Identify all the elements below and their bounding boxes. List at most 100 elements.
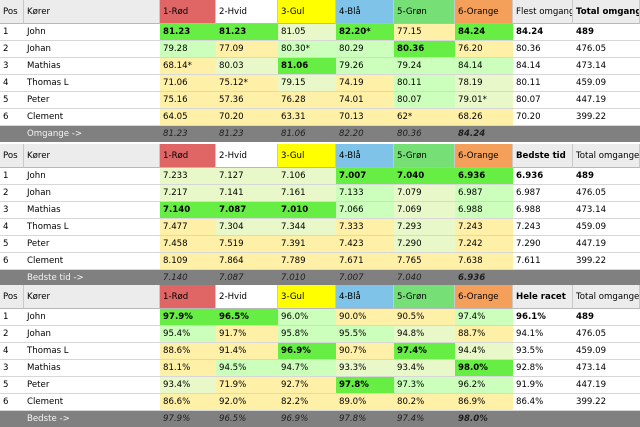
pos-cell: 1 (3, 171, 9, 181)
lap-value-cell: 91.7% (216, 326, 278, 342)
total-laps-cell: 399.22 (576, 256, 607, 266)
column-header-6[interactable]: 5-Grøn (394, 0, 455, 24)
lap-value-cell: 89.0% (336, 394, 394, 410)
column-header-5[interactable]: 4-Blå (336, 0, 394, 24)
table-row[interactable]: 5 Peter 7.458 7.519 7.391 7.423 7.290 7.242 7.29… (0, 236, 640, 253)
summary-value: 81.23 (160, 126, 216, 142)
column-header-1[interactable]: Kører (24, 144, 160, 168)
column-header-6[interactable]: 5-Grøn (394, 144, 455, 168)
column-header-9[interactable]: Total omgange (573, 144, 640, 168)
column-header-2[interactable]: 1-Rød (160, 0, 216, 24)
lap-value-cell: 97.4% (394, 343, 455, 359)
best-value-cell: 80.11 (516, 78, 541, 88)
column-header-0[interactable]: Pos (0, 285, 24, 309)
column-header-9[interactable]: Total omgange (573, 0, 640, 24)
column-header-7[interactable]: 6-Orange (455, 285, 513, 309)
lap-value-cell: 81.23 (160, 24, 216, 40)
table-header-row: Pos Kører 1-Rød 2-Hvid 3-Gul 4-Blå 5-Grøn 6-Ora… (0, 0, 640, 24)
column-header-3[interactable]: 2-Hvid (216, 0, 278, 24)
driver-name-cell: Mathias (27, 205, 61, 215)
column-header-1[interactable]: Kører (24, 285, 160, 309)
table-row[interactable]: 1 John 81.23 81.23 81.05 82.20* 77.15 84.24 84.2… (0, 24, 640, 41)
table-row[interactable]: 1 John 97.9% 96.5% 96.0% 90.0% 90.5% 97.4% 96.1%… (0, 309, 640, 326)
total-laps-cell: 473.14 (576, 205, 607, 215)
column-header-7[interactable]: 6-Orange (455, 0, 513, 24)
lap-value-cell: 96.5% (216, 309, 278, 325)
summary-label: Bedste -> (24, 411, 160, 427)
table-row[interactable]: 3 Mathias 7.140 7.087 7.010 7.066 7.069 6.988 6.… (0, 202, 640, 219)
table-row[interactable]: 5 Peter 75.16 57.36 76.28 74.01 80.07 79.01* 80.… (0, 92, 640, 109)
lap-value-cell: 77.09 (216, 41, 278, 57)
column-header-2[interactable]: 1-Rød (160, 144, 216, 168)
lap-value-cell: 98.0% (455, 360, 513, 376)
lap-value-cell: 90.0% (336, 309, 394, 325)
pos-cell: 2 (3, 329, 9, 339)
lap-value-cell: 7.304 (216, 219, 278, 235)
table-row[interactable]: 6 Clement 86.6% 92.0% 82.2% 89.0% 80.2% 86.9% 86… (0, 394, 640, 411)
column-header-6[interactable]: 5-Grøn (394, 285, 455, 309)
table-row[interactable]: 1 John 7.233 7.127 7.106 7.007 7.040 6.936 6.936… (0, 168, 640, 185)
lap-value-cell: 7.127 (216, 168, 278, 184)
best-value-cell: 6.988 (516, 205, 541, 215)
column-header-5[interactable]: 4-Blå (336, 285, 394, 309)
column-header-9[interactable]: Total omgange (573, 285, 640, 309)
lap-value-cell: 79.15 (278, 75, 336, 91)
lap-value-cell: 7.141 (216, 185, 278, 201)
lap-value-cell: 93.4% (394, 360, 455, 376)
lap-value-cell: 7.079 (394, 185, 455, 201)
column-header-8[interactable]: Bedste tid (513, 144, 573, 168)
lap-value-cell: 95.5% (336, 326, 394, 342)
summary-value: 81.23 (216, 126, 278, 142)
column-header-2[interactable]: 1-Rød (160, 285, 216, 309)
lap-value-cell: 80.03 (216, 58, 278, 74)
driver-name-cell: Johan (27, 329, 51, 339)
lap-value-cell: 88.6% (160, 343, 216, 359)
column-header-4[interactable]: 3-Gul (278, 144, 336, 168)
column-header-7[interactable]: 6-Orange (455, 144, 513, 168)
column-header-3[interactable]: 2-Hvid (216, 285, 278, 309)
column-header-4[interactable]: 3-Gul (278, 285, 336, 309)
column-header-5[interactable]: 4-Blå (336, 144, 394, 168)
summary-value: 98.0% (455, 411, 513, 427)
summary-value: 7.007 (336, 270, 394, 286)
table-row[interactable]: 4 Thomas L 71.06 75.12* 79.15 74.19 80.11 78.19… (0, 75, 640, 92)
table-row[interactable]: 5 Peter 93.4% 71.9% 92.7% 97.8% 97.3% 96.2% 91.9… (0, 377, 640, 394)
lap-value-cell: 7.233 (160, 168, 216, 184)
column-header-1[interactable]: Kører (24, 0, 160, 24)
lap-value-cell: 82.20* (336, 24, 394, 40)
table-row[interactable]: 2 Johan 7.217 7.141 7.161 7.133 7.079 6.987 6.98… (0, 185, 640, 202)
lap-value-cell: 76.28 (278, 92, 336, 108)
table-row[interactable]: 2 Johan 95.4% 91.7% 95.8% 95.5% 94.8% 88.7% 94.1… (0, 326, 640, 343)
column-header-0[interactable]: Pos (0, 0, 24, 24)
column-header-0[interactable]: Pos (0, 144, 24, 168)
summary-row: Bedste -> 97.9% 96.5% 96.9% 97.8% 97.4% 98.0% (0, 411, 640, 427)
pos-cell: 1 (3, 27, 9, 37)
column-header-8[interactable]: Flest omgange (513, 0, 573, 24)
pos-cell: 3 (3, 61, 9, 71)
driver-name-cell: Peter (27, 95, 50, 105)
lap-value-cell: 7.140 (160, 202, 216, 218)
table-row[interactable]: 4 Thomas L 88.6% 91.4% 96.9% 90.7% 97.4% 94.4% 9… (0, 343, 640, 360)
table-row[interactable]: 3 Mathias 81.1% 94.5% 94.7% 93.3% 93.4% 98.0% 92… (0, 360, 640, 377)
lap-value-cell: 7.789 (278, 253, 336, 269)
lap-value-cell: 81.1% (160, 360, 216, 376)
table-row[interactable]: 4 Thomas L 7.477 7.304 7.344 7.333 7.293 7.243 7… (0, 219, 640, 236)
total-laps-cell: 447.19 (576, 95, 607, 105)
pos-cell: 5 (3, 239, 9, 249)
lap-value-cell: 97.4% (455, 309, 513, 325)
column-header-4[interactable]: 3-Gul (278, 0, 336, 24)
driver-name-cell: Peter (27, 380, 50, 390)
column-header-3[interactable]: 2-Hvid (216, 144, 278, 168)
table-row[interactable]: 3 Mathias 68.14* 80.03 81.06 79.26 79.24 84.14 8… (0, 58, 640, 75)
table-row[interactable]: 6 Clement 64.05 70.20 63.31 70.13 62* 68.26 70.2… (0, 109, 640, 126)
lap-value-cell: 96.0% (278, 309, 336, 325)
table-row[interactable]: 6 Clement 8.109 7.864 7.789 7.671 7.765 7.638 7.… (0, 253, 640, 270)
driver-name-cell: John (27, 171, 46, 181)
column-header-8[interactable]: Hele racet (513, 285, 573, 309)
lap-value-cell: 74.19 (336, 75, 394, 91)
table-row[interactable]: 2 Johan 79.28 77.09 80.30* 80.29 80.36 76.20 80.… (0, 41, 640, 58)
lap-value-cell: 95.8% (278, 326, 336, 342)
summary-label: Bedste tid -> (24, 270, 160, 286)
lap-value-cell: 7.391 (278, 236, 336, 252)
lap-value-cell: 77.15 (394, 24, 455, 40)
